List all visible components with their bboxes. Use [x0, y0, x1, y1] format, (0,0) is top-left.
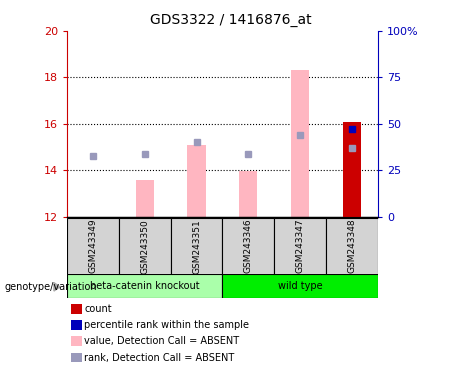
- Bar: [136, 180, 154, 217]
- Text: GSM243349: GSM243349: [88, 219, 97, 273]
- Bar: [222, 218, 274, 275]
- Bar: [274, 218, 326, 275]
- Text: count: count: [84, 304, 112, 314]
- Bar: [67, 274, 222, 298]
- Polygon shape: [54, 283, 60, 291]
- Text: genotype/variation: genotype/variation: [5, 282, 97, 292]
- Bar: [326, 218, 378, 275]
- Text: wild type: wild type: [278, 281, 323, 291]
- Bar: [171, 218, 222, 275]
- Text: beta-catenin knockout: beta-catenin knockout: [90, 281, 200, 291]
- Bar: [118, 218, 171, 275]
- Bar: [222, 274, 378, 298]
- Bar: [343, 121, 361, 217]
- Bar: [291, 70, 309, 217]
- Bar: [239, 171, 257, 217]
- Text: rank, Detection Call = ABSENT: rank, Detection Call = ABSENT: [84, 353, 235, 362]
- Text: value, Detection Call = ABSENT: value, Detection Call = ABSENT: [84, 336, 239, 346]
- Text: GSM243350: GSM243350: [140, 219, 149, 273]
- Text: percentile rank within the sample: percentile rank within the sample: [84, 320, 249, 330]
- Text: GSM243351: GSM243351: [192, 219, 201, 273]
- Text: GDS3322 / 1416876_at: GDS3322 / 1416876_at: [150, 13, 311, 27]
- Text: GSM243347: GSM243347: [296, 219, 305, 273]
- Bar: [67, 218, 118, 275]
- Bar: [188, 145, 206, 217]
- Text: GSM243346: GSM243346: [244, 219, 253, 273]
- Text: GSM243348: GSM243348: [348, 219, 357, 273]
